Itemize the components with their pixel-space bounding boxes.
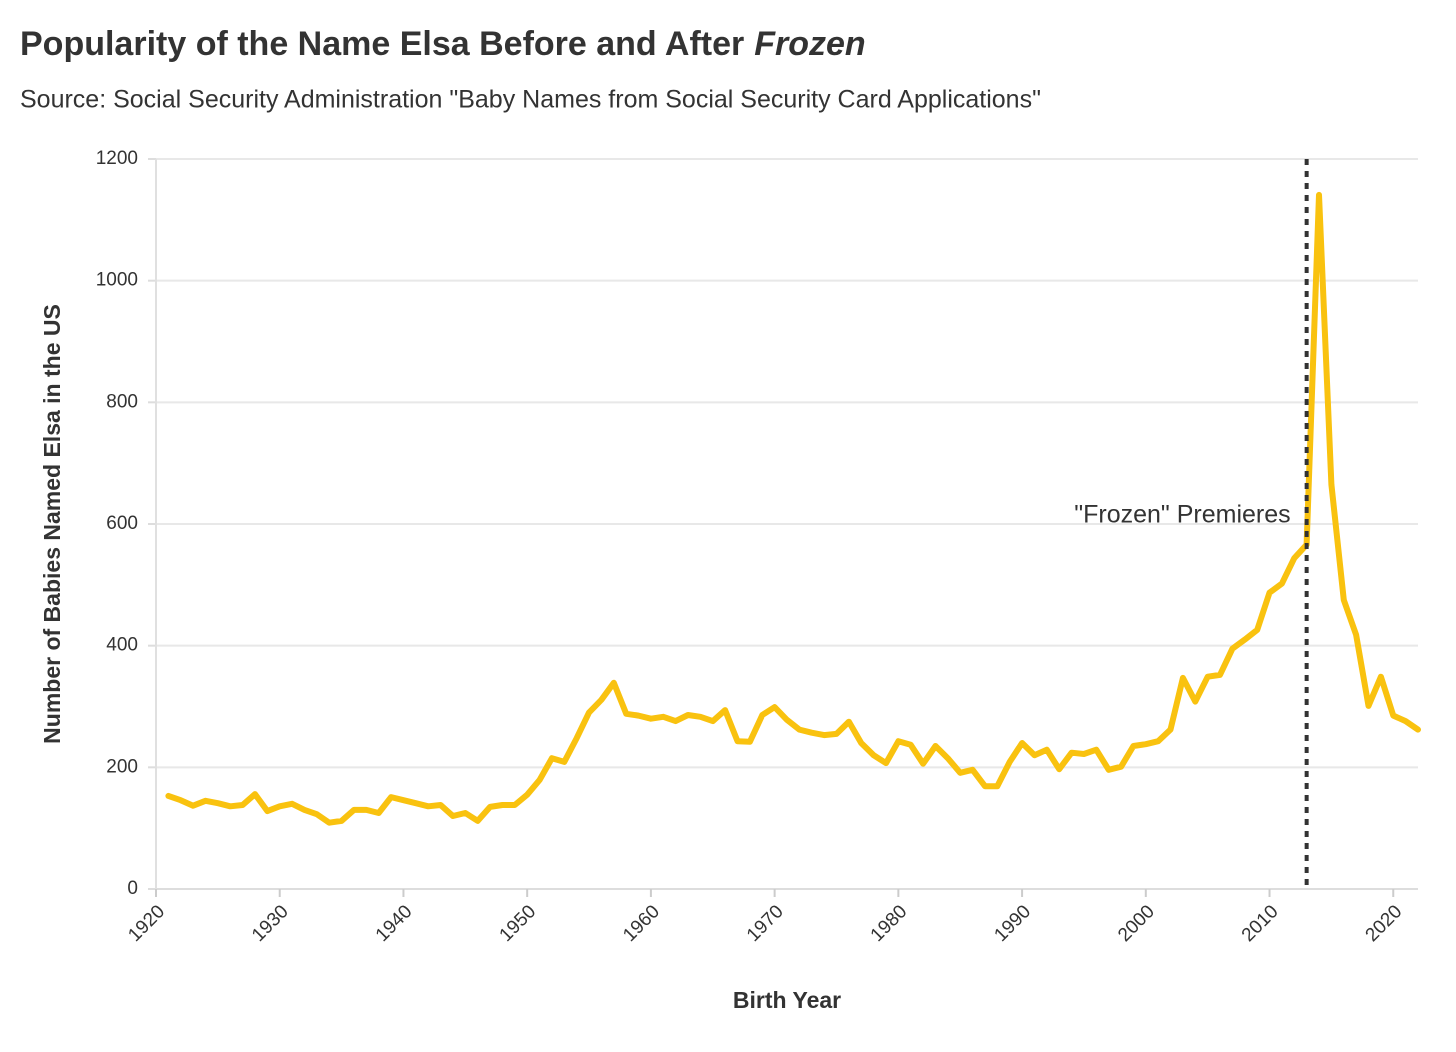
x-tick-label: 1940 [372, 901, 417, 946]
y-tick-label: 0 [127, 878, 138, 899]
x-tick-label: 1960 [619, 901, 664, 946]
y-tick-label: 1000 [96, 270, 138, 291]
y-tick-label: 1200 [96, 148, 138, 169]
x-tick-label: 1950 [496, 901, 541, 946]
data-line [165, 191, 1421, 826]
y-axis-label: Number of Babies Named Elsa in the US [39, 304, 65, 744]
x-tick-label: 1970 [743, 901, 788, 946]
chart-title: Popularity of the Name Elsa Before and A… [20, 25, 866, 63]
y-tick-label: 400 [106, 635, 138, 656]
title-emphasis: Frozen [754, 25, 865, 63]
x-tick-label: 1920 [124, 901, 169, 946]
annotation-label: "Frozen" Premieres [1074, 501, 1290, 529]
x-tick-label: 2020 [1362, 901, 1407, 946]
y-tick-label: 800 [106, 391, 138, 412]
x-tick-label: 1930 [248, 901, 293, 946]
x-tick-label: 1990 [990, 901, 1035, 946]
x-axis-label: Birth Year [733, 987, 841, 1013]
y-tick-label: 200 [106, 756, 138, 777]
y-tick-label: 600 [106, 513, 138, 534]
chart-subtitle: Source: Social Security Administration "… [20, 86, 1041, 114]
x-tick-label: 1980 [867, 901, 912, 946]
x-tick-label: 2010 [1238, 901, 1283, 946]
title-main: Popularity of the Name Elsa Before and A… [20, 25, 744, 63]
x-tick-label: 2000 [1114, 901, 1159, 946]
